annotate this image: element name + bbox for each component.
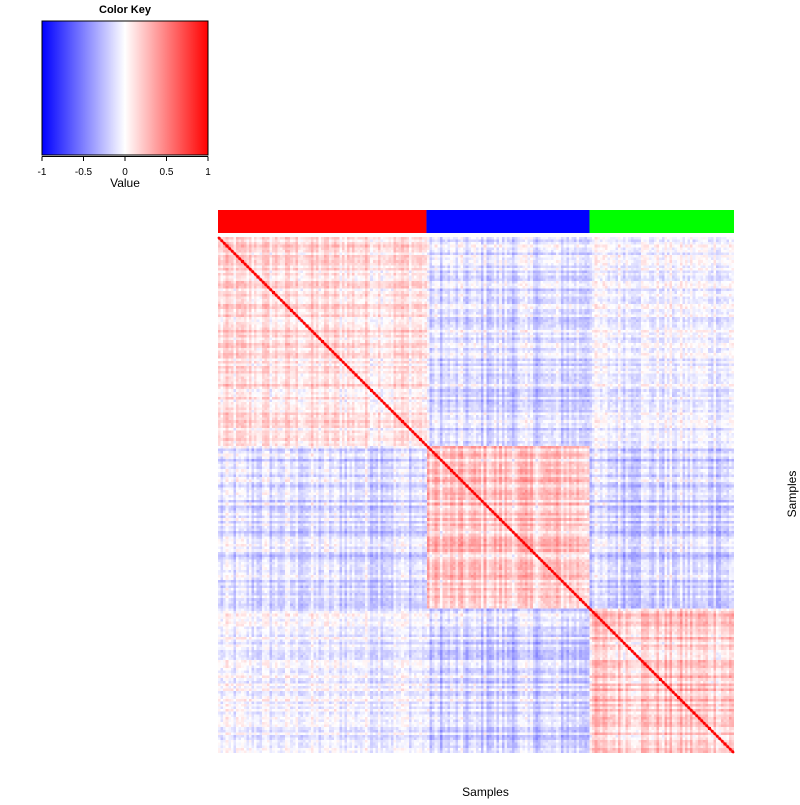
- heatmap-body: [217, 236, 735, 754]
- group-color-bar: [218, 210, 734, 233]
- color-key-tick-label: 1: [205, 167, 211, 178]
- color-key-tick-label: -1: [38, 167, 47, 178]
- color-key-tick-label: 0: [122, 167, 128, 178]
- color-key: -1 -0.5 0 0.5 1: [38, 20, 211, 178]
- color-key-tick-label: -0.5: [75, 167, 93, 178]
- color-key-label: Value: [110, 176, 140, 190]
- color-key-title: Color Key: [99, 4, 151, 16]
- y-axis-label: Samples: [785, 470, 799, 518]
- group-color-bar-group-2: [426, 210, 590, 233]
- color-key-tick-label: 0.5: [160, 167, 174, 178]
- x-axis-label: Samples: [462, 785, 509, 799]
- group-color-bar-group-3: [589, 210, 734, 233]
- heatmap-diagonal: [217, 236, 735, 754]
- group-color-bar-group-1: [218, 210, 427, 233]
- color-key-bar: [41, 20, 209, 156]
